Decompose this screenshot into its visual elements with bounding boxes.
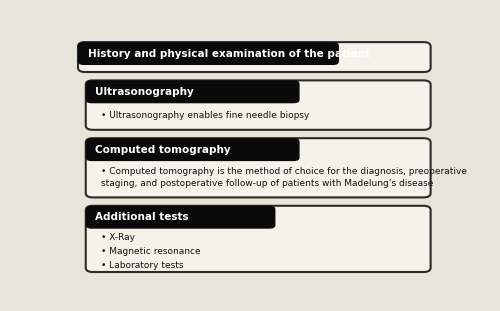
FancyBboxPatch shape [86,206,430,272]
FancyBboxPatch shape [86,80,300,103]
Text: • Ultrasonography enables fine needle biopsy: • Ultrasonography enables fine needle bi… [101,111,310,120]
Text: Ultrasonography: Ultrasonography [96,87,194,97]
Text: • X-Ray: • X-Ray [101,233,135,242]
FancyBboxPatch shape [86,138,430,197]
FancyBboxPatch shape [86,80,430,130]
FancyBboxPatch shape [86,206,276,229]
FancyBboxPatch shape [78,42,430,72]
Text: History and physical examination of the patient: History and physical examination of the … [88,49,370,58]
FancyBboxPatch shape [78,42,339,65]
Text: • Computed tomography is the method of choice for the diagnosis, preoperative
st: • Computed tomography is the method of c… [101,167,467,188]
Text: Computed tomography: Computed tomography [96,145,231,155]
Text: • Laboratory tests: • Laboratory tests [101,261,184,270]
Text: Additional tests: Additional tests [96,212,189,222]
FancyBboxPatch shape [86,138,300,161]
Text: • Magnetic resonance: • Magnetic resonance [101,247,201,256]
